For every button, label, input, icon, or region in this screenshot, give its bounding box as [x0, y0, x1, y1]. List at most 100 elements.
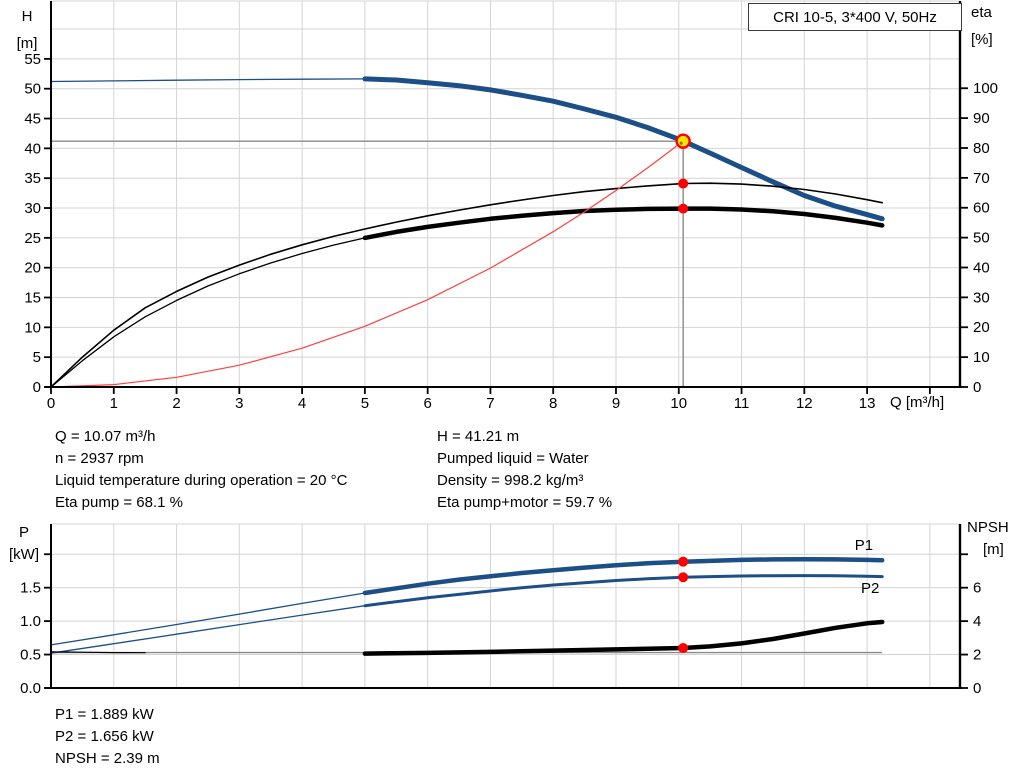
npsh-curve: [362, 619, 885, 656]
y-right-tick-label: 70: [973, 170, 990, 187]
y-right-axis-label: [%]: [971, 31, 993, 48]
y-right-tick-label: 50: [973, 230, 990, 247]
x-tick-label: 8: [549, 395, 557, 412]
y-left-axis-label: [kW]: [9, 546, 39, 563]
npsh-curve-min-flow: [50, 651, 146, 654]
y-right-tick-label: 80: [973, 140, 990, 157]
p2-duty-dot: [678, 572, 689, 583]
y-right-tick-label: 100: [973, 80, 998, 97]
y-right-tick-label: 2: [973, 647, 981, 664]
h-q-curve-min-flow: [50, 78, 366, 83]
h-q-curve: [362, 76, 885, 222]
info-liquid-temperature: Liquid temperature during operation = 20…: [55, 472, 348, 489]
y-left-tick-label: 0: [33, 379, 41, 396]
eta-pump-motor-curve: [362, 206, 885, 241]
duty-point-marker[interactable]: [675, 133, 691, 149]
x-tick-label: 13: [859, 395, 876, 412]
y-left-tick-label: 40: [24, 140, 41, 157]
y-left-axis-label: H: [22, 8, 33, 25]
y-left-tick-label: 10: [24, 319, 41, 336]
tick-labels: 0.0 0.5 1.0 1.5 0 2 4 6: [20, 553, 981, 697]
info-density: Density = 998.2 kg/m³: [437, 472, 584, 489]
power-npsh-chart: 0.0 0.5 1.0 1.5 0 2 4 6 P [kW] NPSH [m] P1 P2: [9, 519, 1009, 697]
axes: [45, 1, 962, 388]
x-tick-label: 12: [796, 395, 813, 412]
y-left-tick-label: 1.5: [20, 580, 41, 597]
info-npsh: NPSH = 2.39 m: [55, 750, 160, 767]
y-right-tick-label: 40: [973, 259, 990, 276]
y-left-tick-label: 25: [24, 230, 41, 247]
y-right-axis-label: [m]: [983, 541, 1004, 558]
y-left-tick-label: 55: [24, 51, 41, 68]
x-tick-label: 9: [612, 395, 620, 412]
x-tick-label: 7: [486, 395, 494, 412]
pump-model-title-box: CRI 10-5, 3*400 V, 50Hz: [748, 3, 962, 31]
gridlines: [51, 0, 960, 387]
p1-curve-label: P1: [855, 537, 873, 554]
info-eta-pump-motor: Eta pump+motor = 59.7 %: [437, 494, 613, 511]
npsh-duty-dot: [678, 643, 689, 654]
p1-duty-dot: [678, 556, 689, 567]
y-left-tick-label: 5: [33, 349, 41, 366]
head-efficiency-chart: 0 1 2 3 4 5 6 7 8 9 10 11 12 130510152025303540455055…: [17, 0, 998, 412]
y-right-axis-label: eta: [971, 4, 993, 21]
y-left-tick-label: 15: [24, 290, 41, 307]
info-eta-pump: Eta pump = 68.1 %: [55, 494, 183, 511]
p1-curve-min-flow: [50, 592, 366, 646]
y-right-tick-label: 0: [973, 680, 981, 697]
info-flow: Q = 10.07 m³/h: [55, 428, 156, 445]
y-left-tick-label: 20: [24, 260, 41, 277]
y-right-tick-label: 30: [973, 289, 990, 306]
y-left-tick-label: 30: [24, 200, 41, 217]
p2-curve-min-flow: [50, 605, 366, 654]
info-pumped-liquid: Pumped liquid = Water: [437, 450, 589, 467]
y-right-tick-label: 20: [973, 319, 990, 336]
y-left-tick-label: 50: [24, 81, 41, 98]
duty-point-center-dot: [679, 141, 683, 145]
x-tick-label: 0: [47, 395, 55, 412]
y-left-axis-label: P: [19, 524, 29, 541]
duty-info-right: H = 41.21 m Pumped liquid = Water Densit…: [437, 426, 612, 514]
y-left-tick-label: 0.5: [20, 647, 41, 664]
y-left-axis-label: [m]: [17, 35, 38, 52]
y-right-axis-label: NPSH: [967, 519, 1009, 536]
info-p1: P1 = 1.889 kW: [55, 706, 154, 723]
eta-pump-duty-dot: [678, 178, 689, 189]
x-tick-label: 11: [734, 395, 750, 412]
info-p2: P2 = 1.656 kW: [55, 728, 154, 745]
x-tick-label: 10: [670, 395, 687, 412]
x-tick-label: 4: [298, 395, 306, 412]
eta-pump-motor-curve-min-flow: [50, 237, 366, 388]
gridlines: [51, 523, 960, 688]
p2-curve: [363, 574, 884, 608]
eta-pump-motor-duty-dot: [678, 203, 689, 214]
x-tick-label: 6: [423, 395, 431, 412]
x-axis-label: Q [m³/h]: [890, 394, 944, 411]
y-right-tick-label: 0: [973, 379, 981, 396]
y-right-tick-label: 10: [973, 349, 990, 366]
pump-model-title: CRI 10-5, 3*400 V, 50Hz: [773, 8, 937, 26]
y-right-tick-label: 4: [973, 613, 981, 630]
tick-labels: 0 1 2 3 4 5 6 7 8 9 10 11 12 130510152025303540455055…: [24, 51, 998, 412]
x-tick-label: 2: [172, 395, 180, 412]
y-right-tick-label: 90: [973, 110, 990, 127]
y-right-tick-label: 60: [973, 200, 990, 217]
x-tick-label: 5: [361, 395, 369, 412]
eta-pump-curve: [50, 182, 884, 388]
axes: [45, 524, 962, 689]
x-tick-label: 3: [235, 395, 243, 412]
system-curve: [50, 140, 684, 388]
p2-curve-label: P2: [861, 580, 879, 597]
p1-curve: [362, 556, 885, 596]
y-left-tick-label: 35: [24, 170, 41, 187]
duty-info-left: Q = 10.07 m³/h n = 2937 rpm Liquid tempe…: [55, 426, 347, 514]
info-head: H = 41.21 m: [437, 428, 520, 445]
info-speed: n = 2937 rpm: [55, 450, 144, 467]
duty-info-bottom: P1 = 1.889 kW P2 = 1.656 kW NPSH = 2.39 …: [55, 704, 160, 770]
x-tick-label: 1: [110, 395, 118, 412]
y-left-tick-label: 45: [24, 111, 41, 128]
y-left-tick-label: 0.0: [20, 680, 41, 697]
y-left-tick-label: 1.0: [20, 613, 41, 630]
